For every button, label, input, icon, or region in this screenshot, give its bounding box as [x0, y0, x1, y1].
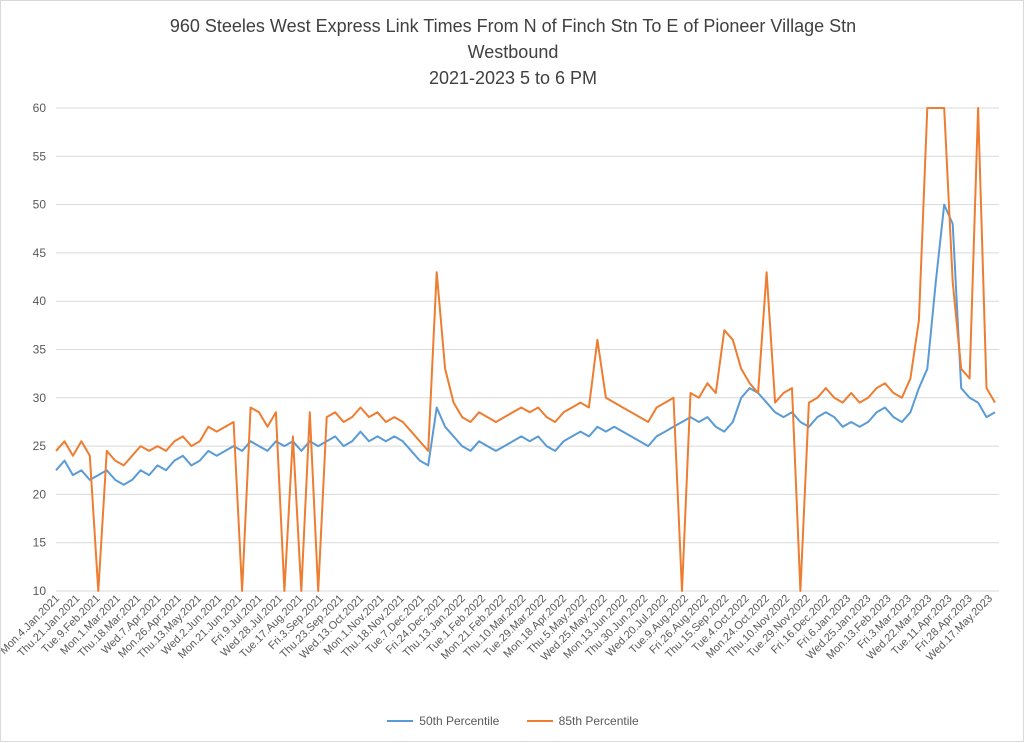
- legend: 50th Percentile 85th Percentile: [1, 711, 1024, 728]
- y-tick-label: 60: [33, 101, 47, 115]
- legend-label-85th: 85th Percentile: [558, 714, 639, 728]
- y-tick-label: 15: [33, 536, 47, 550]
- series-line-85th: [55, 107, 996, 592]
- legend-swatch-85th: [526, 720, 553, 722]
- legend-swatch-50th: [387, 720, 414, 722]
- y-tick-label: 45: [33, 246, 47, 260]
- y-tick-label: 35: [33, 343, 47, 357]
- y-tick-label: 25: [33, 439, 47, 453]
- legend-item-85th: 85th Percentile: [526, 714, 639, 728]
- chart-subtitle: Westbound: [467, 42, 559, 62]
- y-tick-label: 55: [33, 149, 47, 163]
- y-tick-label: 30: [33, 391, 47, 405]
- legend-item-50th: 50th Percentile: [387, 714, 499, 728]
- chart-title-block: 960 Steeles West Express Link Times From…: [1, 13, 1024, 91]
- legend-label-50th: 50th Percentile: [419, 714, 500, 728]
- y-tick-label: 50: [33, 198, 47, 212]
- y-tick-label: 20: [33, 487, 47, 501]
- chart-subtitle-period: 2021-2023 5 to 6 PM: [428, 68, 598, 88]
- chart-title: 960 Steeles West Express Link Times From…: [169, 16, 857, 36]
- y-tick-label: 10: [33, 584, 47, 598]
- y-tick-label: 40: [33, 294, 47, 308]
- series-line-50th: [55, 203, 996, 486]
